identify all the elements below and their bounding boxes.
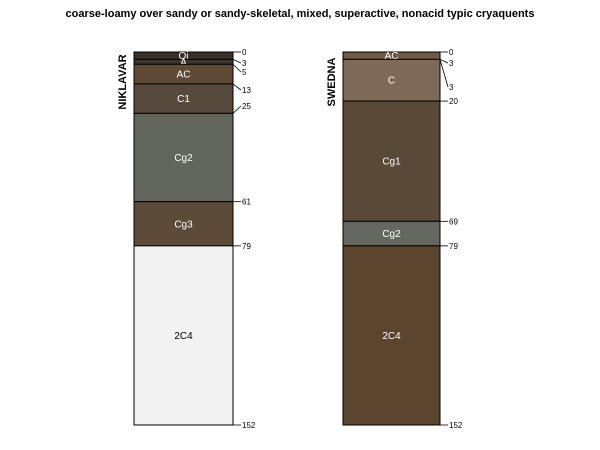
depth-tick <box>232 63 242 73</box>
depth-tick <box>232 58 242 64</box>
depth-tick <box>439 59 449 88</box>
horizon-label: Cg1 <box>382 157 401 168</box>
depth-label: 61 <box>242 198 251 207</box>
horizon-label: Oi <box>179 51 189 62</box>
horizon-label: AC <box>177 70 191 81</box>
horizon-label: 2C4 <box>174 331 193 342</box>
profile-name: SWEDNA <box>326 58 338 107</box>
horizon-c <box>342 58 441 102</box>
horizon-label: C1 <box>177 94 190 105</box>
horizon-label: AC <box>385 51 399 62</box>
depth-label: 3 <box>242 59 247 68</box>
horizon-2c4 <box>133 245 234 426</box>
depth-label: 0 <box>242 48 247 57</box>
profile-niklavar: NIKLAVAR OiA AC C1 Cg2 Cg3 2C4 0 35 13 25 61 79 152 <box>117 48 256 430</box>
depth-label: 25 <box>242 102 251 111</box>
horizon-cg3 <box>133 201 234 247</box>
depth-label: 69 <box>449 217 458 226</box>
depth-label: 3 <box>449 59 454 68</box>
depth-label: 3 <box>449 83 454 92</box>
profiles-group: NIKLAVAR OiAACC1Cg2Cg32C403513256179152SW… <box>117 48 463 430</box>
profile-swedna: SWEDNA AC C Cg1 Cg2 2C4 0 3 3 20 69 79 152 <box>326 48 463 430</box>
depth-tick <box>232 83 242 91</box>
depth-tick <box>439 58 449 64</box>
horizon-label: Cg2 <box>174 153 193 164</box>
depth-label: 5 <box>242 68 247 77</box>
depth-label: 79 <box>242 242 251 251</box>
depth-label: 152 <box>449 421 463 430</box>
depth-label: 13 <box>242 86 251 95</box>
chart-title: coarse-loamy over sandy or sandy-skeleta… <box>66 8 535 20</box>
horizon-label: Cg3 <box>174 219 193 230</box>
profile-name: NIKLAVAR <box>117 54 129 109</box>
depth-tick <box>232 105 242 114</box>
horizon-cg2 <box>342 220 441 247</box>
horizon-2c4 <box>342 245 441 426</box>
horizon-label: C <box>388 76 395 87</box>
horizon-label: Cg2 <box>382 229 401 240</box>
depth-label: 20 <box>449 97 458 106</box>
horizon-label: 2C4 <box>382 331 401 342</box>
depth-label: 0 <box>449 48 454 57</box>
horizon-label: A <box>180 57 187 68</box>
depth-label: 79 <box>449 242 458 251</box>
horizon-cg2 <box>133 112 234 203</box>
depth-label: 152 <box>242 421 256 430</box>
